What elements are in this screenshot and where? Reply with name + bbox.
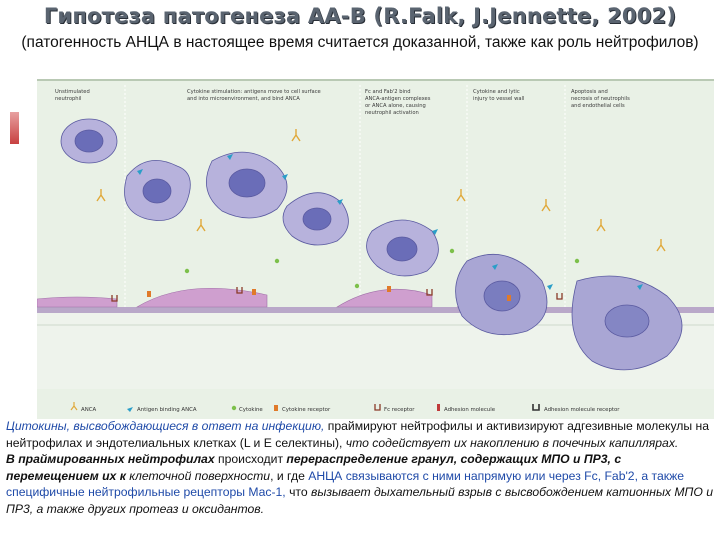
paragraph-2: В праймированных нейтрофилах происходит …: [6, 451, 714, 517]
neutrophil-cell: [455, 254, 548, 336]
diagram-legend: ANCA Antigen binding ANCA Cytokine Cytok…: [70, 402, 620, 413]
cytokine-receptor-markers: [147, 286, 511, 301]
text-span: вызывает дыхательный взрыв с высвобожден…: [6, 485, 714, 516]
legend-label: Fc receptor: [384, 407, 415, 413]
neutrophil-cell: [205, 151, 288, 219]
text-span: что содействует их накоплению в почечных…: [342, 435, 679, 450]
text-span: АНЦА связываются с ними напрямую или чер…: [6, 468, 685, 500]
stage-label-3: Fc and Fab'2 bind ANCA-antigen complexes o…: [365, 89, 431, 116]
neutrophil-cell: [124, 159, 191, 221]
antigen-markers: [137, 154, 643, 290]
legend-label: Adhesion molecule: [444, 407, 496, 413]
stage-label-4: Cytokine and lytic injury to vessel wall: [473, 89, 524, 102]
endothelial-cells: [37, 288, 538, 308]
text-span: праймируют нейтрофилы и активизируют адг…: [6, 419, 710, 450]
legend-label: Cytokine: [239, 407, 263, 413]
text-span: происходит: [214, 452, 287, 467]
pathogenesis-diagram: Unstimulated neutrophil Cytokine stimulat…: [37, 79, 714, 419]
paragraph-1: Цитокины, высвобождающиеся в ответ на ин…: [6, 418, 714, 451]
neutrophil-cell: [366, 219, 439, 277]
legend-label: Cytokine receptor: [282, 407, 331, 413]
diagram-illustration: Unstimulated neutrophil Cytokine stimulat…: [37, 85, 714, 413]
fc-receptor-markers: [111, 287, 563, 302]
anca-markers: [96, 129, 666, 252]
decorative-accent-bar: [10, 112, 19, 144]
text-span: Цитокины, высвобождающиеся в ответ на ин…: [6, 419, 325, 433]
legend-label: Antigen binding ANCA: [137, 407, 197, 413]
text-span: В праймированных нейтрофилах: [6, 452, 215, 467]
stage-label-2: Cytokine stimulation: antigens move to c…: [187, 89, 321, 102]
neutrophil-cell: [282, 192, 349, 246]
apoptotic-cell: [571, 275, 683, 371]
text-span: что: [285, 485, 312, 500]
cytokine-markers: [184, 248, 580, 289]
page-title: Гипотеза патогенеза АА-В (R.Falk, J.Jenn…: [43, 4, 677, 28]
stage-label-5: Apoptosis and necrosis of neutrophils and …: [571, 89, 630, 109]
legend-label: ANCA: [81, 407, 96, 413]
text-span: перераспределение гранул, содержащих МПО…: [6, 452, 622, 483]
stage-label-1: Unstimulated neutrophil: [55, 89, 90, 102]
neutrophil-cell: [60, 118, 118, 164]
description-text: Цитокины, высвобождающиеся в ответ на ин…: [6, 418, 714, 518]
legend-label: Adhesion molecule receptor: [544, 407, 620, 413]
text-span: , и где: [270, 468, 309, 483]
basement-membrane: [37, 307, 714, 313]
page-subtitle: (патогенность АНЦА в настоящее время счи…: [21, 34, 699, 51]
text-span: клеточной поверхности: [125, 468, 271, 483]
